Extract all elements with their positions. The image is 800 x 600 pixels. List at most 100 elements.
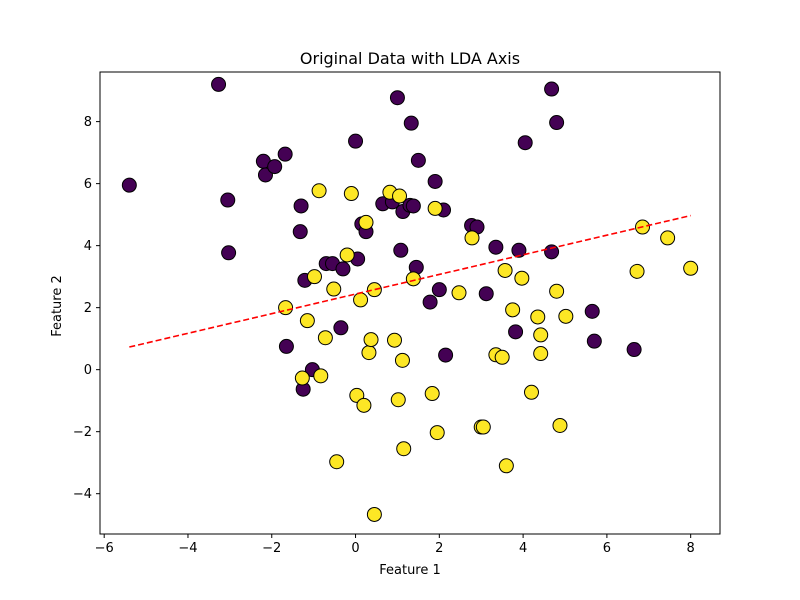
data-point-class-1	[514, 270, 530, 286]
data-point-class-0	[544, 244, 560, 260]
data-point-class-0	[584, 303, 600, 319]
data-point-class-1	[392, 188, 408, 204]
x-tick-label: 8	[687, 541, 695, 556]
data-point-class-0	[393, 242, 409, 258]
data-point-class-1	[523, 384, 539, 400]
data-point-class-0	[403, 115, 419, 131]
y-tick-label: 8	[84, 115, 92, 130]
data-point-class-1	[505, 302, 521, 318]
data-point-class-0	[438, 347, 454, 363]
data-point-class-0	[121, 177, 137, 193]
data-point-class-1	[494, 349, 510, 365]
data-point-class-0	[389, 90, 405, 106]
data-point-class-1	[326, 281, 342, 297]
data-point-class-1	[294, 370, 310, 386]
y-tick-label: 2	[84, 301, 92, 316]
data-point-class-0	[335, 261, 351, 277]
data-point-class-1	[358, 214, 374, 230]
data-point-class-0	[431, 282, 447, 298]
y-tick-label: 6	[84, 177, 92, 192]
x-axis-label: Feature 1	[379, 563, 441, 578]
data-point-class-1	[394, 352, 410, 368]
data-point-class-0	[267, 159, 283, 175]
data-point-class-1	[683, 260, 699, 276]
data-point-class-1	[533, 327, 549, 343]
data-point-class-1	[498, 458, 514, 474]
data-point-class-1	[530, 309, 546, 325]
data-point-class-1	[390, 392, 406, 408]
data-point-class-0	[488, 239, 504, 255]
data-point-class-0	[626, 342, 642, 358]
data-point-class-0	[508, 324, 524, 340]
data-point-class-1	[396, 441, 412, 457]
data-point-class-0	[257, 167, 273, 183]
data-point-class-1	[558, 308, 574, 324]
data-point-class-0	[427, 173, 443, 189]
data-point-class-1	[299, 313, 315, 329]
plot-area: −6 −4 −2 0 2 4 6 8 −4 −2 0 2 4 6 8	[73, 71, 721, 556]
data-point-class-1	[475, 419, 491, 435]
x-tick-label: −2	[262, 541, 281, 556]
data-point-class-1	[387, 332, 402, 348]
data-point-class-1	[429, 425, 445, 441]
data-point-class-1	[451, 285, 467, 301]
y-tick-label: 0	[84, 363, 92, 378]
y-axis-label: Feature 2	[50, 275, 65, 337]
data-point-class-1	[317, 330, 333, 346]
chart-title: Original Data with LDA Axis	[300, 49, 520, 68]
data-point-class-1	[306, 269, 322, 285]
data-point-class-1	[366, 506, 382, 522]
data-point-class-0	[277, 146, 293, 162]
data-point-class-1	[339, 247, 355, 263]
data-point-class-0	[511, 242, 527, 258]
data-point-class-1	[278, 300, 294, 316]
data-point-class-0	[293, 198, 309, 214]
x-tick-label: 2	[435, 541, 443, 556]
data-point-class-0	[410, 152, 426, 168]
data-point-class-1	[353, 292, 369, 308]
data-point-class-1	[366, 282, 382, 298]
data-point-class-1	[405, 271, 421, 287]
data-point-class-0	[211, 76, 227, 92]
data-point-class-1	[311, 183, 327, 199]
data-point-class-1	[629, 263, 645, 279]
data-point-class-0	[422, 294, 438, 310]
y-tick-label: 4	[84, 239, 92, 254]
axes-frame	[99, 71, 721, 535]
data-point-class-0	[544, 81, 560, 97]
data-point-class-0	[220, 192, 236, 208]
x-tick-label: 0	[351, 541, 359, 556]
data-point-class-0	[278, 338, 294, 354]
data-point-class-1	[343, 186, 359, 202]
data-point-class-0	[348, 133, 364, 149]
data-point-class-0	[586, 333, 602, 349]
x-tick-label: −4	[178, 541, 197, 556]
y-tick-label: −4	[73, 487, 92, 502]
data-point-class-1	[497, 262, 513, 278]
data-point-class-1	[464, 230, 480, 246]
data-point-class-0	[478, 286, 494, 302]
x-tick-label: 4	[519, 541, 527, 556]
data-point-class-1	[660, 230, 676, 246]
data-point-class-1	[533, 346, 549, 362]
data-point-class-0	[292, 224, 308, 240]
data-point-class-0	[405, 198, 421, 214]
data-point-class-1	[427, 200, 443, 216]
data-point-class-0	[549, 115, 565, 131]
data-point-class-1	[313, 368, 329, 384]
data-point-class-1	[552, 417, 568, 433]
x-tick-label: 6	[603, 541, 611, 556]
data-point-class-0	[517, 135, 533, 151]
data-point-class-1	[361, 345, 377, 361]
data-point-class-1	[363, 332, 379, 348]
x-tick-label: −6	[95, 541, 114, 556]
data-point-class-1	[329, 454, 345, 470]
data-point-class-1	[356, 397, 372, 413]
data-point-class-1	[549, 283, 565, 299]
data-point-class-0	[333, 320, 349, 336]
data-point-class-0	[221, 245, 237, 261]
data-point-class-1	[424, 386, 440, 402]
y-tick-label: −2	[73, 425, 92, 440]
